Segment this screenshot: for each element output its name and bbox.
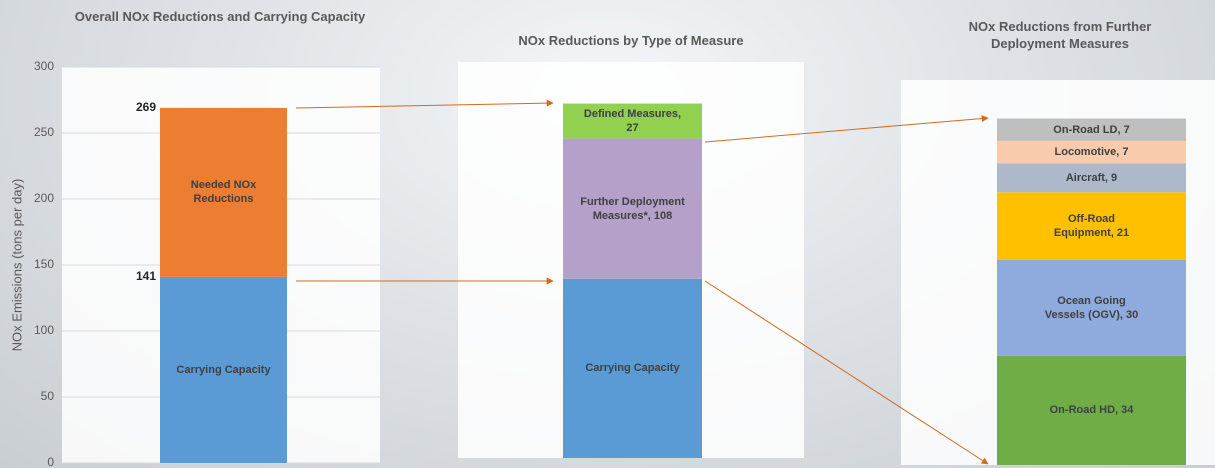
y-tick-label: 200	[34, 191, 54, 205]
segment-label: On-Road HD, 34	[1049, 404, 1134, 417]
segment-label: Off-Road Equipment, 21	[1053, 212, 1130, 239]
arrows	[295, 99, 989, 465]
chart-title: NOx Reductions by Type of Measure	[518, 33, 744, 48]
segment-label: Locomotive, 7	[1054, 146, 1129, 159]
segment-label: On-Road LD, 7	[1053, 123, 1130, 136]
y-axis-label: NOx Emissions (tons per day)	[9, 179, 24, 352]
y-tick-label: 150	[34, 257, 54, 271]
bar-segment	[160, 276, 287, 463]
bar-segment	[997, 140, 1186, 164]
bar-segment	[997, 355, 1186, 465]
stack-label: 269	[136, 100, 156, 114]
segment-label: Aircraft, 9	[1065, 171, 1118, 184]
y-tick-label: 0	[47, 455, 54, 468]
y-tick-label: 300	[34, 59, 54, 73]
y-tick-label: 50	[41, 389, 55, 403]
chart-title: NOx Reductions from Further Deployment M…	[968, 19, 1152, 51]
segment-label: Carrying Capacity	[585, 362, 680, 375]
stack-label: 141	[136, 269, 156, 283]
bar-segment	[997, 163, 1186, 193]
bar-segment	[997, 118, 1186, 141]
segment-label: Carrying Capacity	[176, 363, 271, 376]
bar-segment	[997, 259, 1186, 356]
arrow	[295, 99, 554, 109]
segment-label: Defined Measures, 27	[583, 108, 682, 135]
segment-label: Ocean Going Vessels (OGV), 30	[1044, 294, 1139, 321]
segment-label: Further Deployment Measures*, 108	[580, 195, 685, 222]
bar-segment	[997, 192, 1186, 260]
segment-label: Needed NOx Reductions	[190, 179, 257, 206]
y-tick-label: 250	[34, 125, 54, 139]
bar-segment	[563, 278, 702, 458]
y-tick-label: 100	[34, 323, 54, 337]
chart-title: Overall NOx Reductions and Carrying Capa…	[74, 9, 366, 24]
arrow	[704, 280, 989, 465]
bar-segment	[563, 138, 702, 279]
bar-segment	[563, 103, 702, 139]
bar-segment	[160, 107, 287, 277]
arrow	[704, 115, 989, 143]
